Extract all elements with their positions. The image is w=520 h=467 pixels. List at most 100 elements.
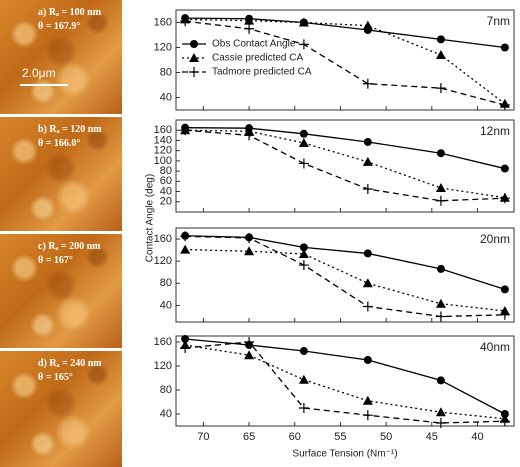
y-tick-label: 80	[160, 384, 172, 396]
x-tick-label: 50	[380, 431, 392, 443]
y-tick-label: 40	[160, 299, 172, 311]
marker	[435, 407, 446, 417]
plot-frame	[175, 9, 515, 111]
marker	[298, 260, 309, 271]
plot-frame	[175, 335, 515, 427]
y-tick-label: 160	[154, 124, 172, 136]
roughness: b) Rₐ = 120 nm	[38, 124, 102, 135]
marker	[298, 248, 309, 258]
legend-marker	[189, 53, 199, 62]
marker	[436, 149, 445, 158]
marker	[244, 232, 255, 243]
y-tick-label: 80	[160, 165, 172, 177]
marker	[362, 395, 373, 405]
afm-image: d) Rₐ = 240 nm θ = 165°	[0, 351, 122, 467]
marker	[499, 309, 510, 320]
marker	[298, 39, 309, 50]
marker	[363, 249, 372, 258]
marker	[436, 264, 445, 273]
scale-bar-label: 2.0μm	[22, 66, 56, 80]
marker	[244, 246, 255, 256]
legend-marker	[189, 67, 199, 77]
y-tick-label: 80	[160, 66, 172, 78]
series-line	[185, 18, 506, 105]
roughness: d) Rₐ = 240 nm	[38, 358, 102, 369]
series-line	[185, 129, 505, 199]
marker	[298, 374, 309, 384]
y-tick-label: 120	[154, 255, 172, 267]
marker	[435, 418, 446, 428]
y-tick-label: 20	[160, 196, 172, 208]
plot-frame	[175, 227, 515, 323]
y-tick-label: 120	[154, 360, 172, 372]
angle: θ = 165°	[38, 372, 73, 383]
marker	[499, 416, 510, 427]
marker	[298, 403, 309, 413]
series-line	[185, 20, 506, 106]
image-label: a) Rₐ = 100 nm θ = 167.9°	[38, 6, 101, 34]
series-line	[185, 17, 505, 49]
series-line	[185, 235, 505, 318]
legend-marker	[190, 40, 198, 48]
panel-label: 20nm	[480, 232, 510, 246]
series-line	[185, 341, 505, 424]
roughness: a) Rₐ = 100 nm	[38, 7, 102, 18]
marker	[244, 15, 255, 25]
marker	[362, 301, 373, 312]
angle: θ = 166.0°	[38, 138, 81, 149]
x-tick-label: 60	[289, 431, 301, 443]
marker	[363, 137, 372, 146]
image-label: d) Rₐ = 240 nm θ = 165°	[38, 357, 102, 385]
legend-label: Obs Contact Angle	[212, 39, 296, 50]
y-tick-label: 40	[160, 91, 172, 103]
angle: θ = 167°	[38, 255, 73, 266]
marker	[435, 50, 446, 59]
marker	[500, 164, 509, 173]
legend-label: Cassie predicted CA	[212, 53, 303, 64]
marker	[362, 78, 373, 89]
x-tick-label: 45	[426, 431, 438, 443]
marker	[499, 193, 510, 204]
marker	[180, 343, 191, 353]
afm-image: b) Rₐ = 120 nm θ = 166.0°	[0, 117, 122, 231]
marker	[435, 182, 446, 192]
y-tick-label: 40	[160, 408, 172, 420]
marker	[244, 23, 255, 34]
marker	[500, 43, 509, 52]
marker	[362, 20, 373, 30]
marker	[180, 231, 191, 242]
marker	[500, 285, 509, 294]
y-tick-label: 160	[154, 336, 172, 348]
x-axis-label: Surface Tension (Nm⁻¹)	[292, 449, 397, 460]
marker	[299, 347, 308, 355]
marker	[362, 184, 373, 194]
series-line	[185, 235, 506, 290]
series-line	[185, 248, 505, 312]
marker	[362, 156, 373, 166]
marker	[180, 244, 191, 254]
marker	[436, 376, 445, 385]
y-tick-label: 60	[160, 175, 172, 187]
afm-image: a) Rₐ = 100 nm θ = 167.9° 2.0μm	[0, 0, 122, 114]
series-line	[185, 338, 506, 415]
marker	[244, 130, 255, 141]
marker	[299, 129, 308, 138]
roughness: c) Rₐ = 200 nm	[38, 241, 101, 252]
marker	[180, 16, 191, 27]
image-label: c) Rₐ = 200 nm θ = 167°	[38, 240, 101, 268]
marker	[181, 335, 190, 343]
marker	[244, 350, 255, 360]
x-tick-label: 40	[471, 431, 483, 443]
series-line	[185, 129, 505, 202]
marker	[436, 35, 445, 44]
x-tick-label: 55	[334, 431, 346, 443]
marker	[435, 311, 446, 322]
y-tick-label: 160	[154, 16, 172, 28]
x-tick-label: 65	[243, 431, 255, 443]
marker	[435, 195, 446, 206]
y-tick-label: 160	[154, 233, 172, 245]
y-tick-label: 100	[154, 155, 172, 167]
y-tick-label: 120	[154, 145, 172, 157]
y-tick-label: 120	[154, 41, 172, 53]
